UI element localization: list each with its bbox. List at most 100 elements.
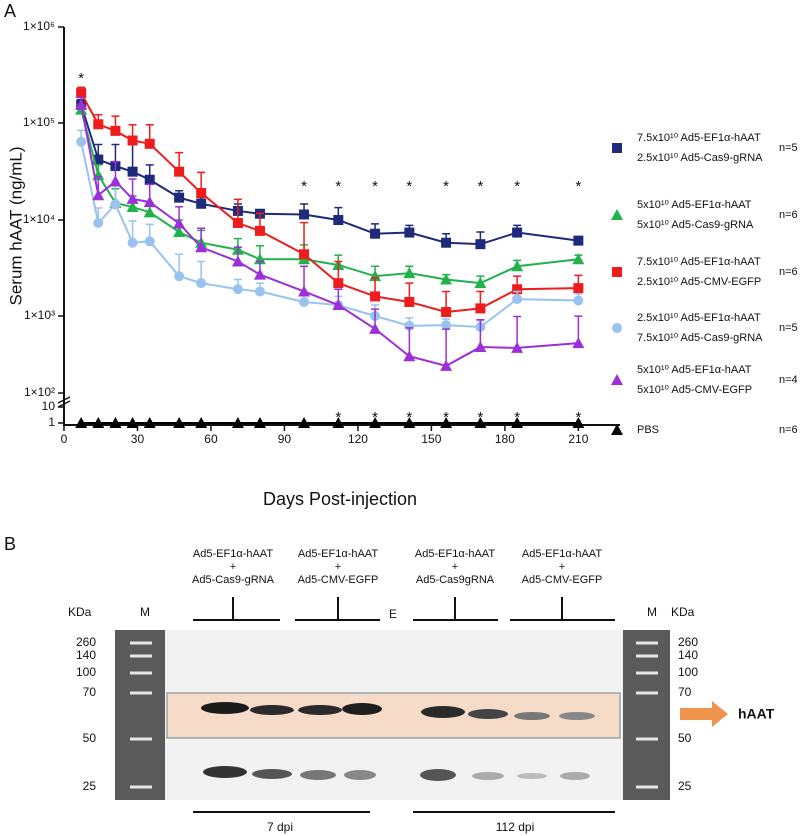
data-point — [298, 285, 311, 297]
group-label: Ad5-CMV-EGFP — [522, 574, 603, 586]
legend-n: n=5 — [779, 322, 798, 334]
data-point — [441, 307, 452, 318]
significance-mark: * — [78, 70, 84, 87]
significance-mark: * — [301, 178, 307, 195]
group-label: Ad5-Cas9gRNA — [416, 574, 495, 586]
legend-marker — [612, 267, 622, 277]
legend-n: n=6 — [779, 424, 798, 436]
x-axis-title: Days Post-injection — [263, 489, 417, 509]
group-label: Ad5-EF1α-hAAT — [522, 548, 602, 560]
kda-value: 100 — [76, 665, 96, 679]
data-point — [127, 166, 138, 177]
kda-value: 140 — [76, 648, 96, 662]
data-point — [143, 206, 156, 218]
series-line — [80, 109, 579, 285]
legend-marker — [611, 209, 623, 220]
legend-marker — [611, 374, 623, 385]
data-point — [332, 417, 345, 428]
data-point — [254, 286, 265, 297]
kda-value: 260 — [678, 635, 698, 649]
data-point — [298, 417, 311, 428]
timepoint-label: 112 dpi — [496, 820, 534, 834]
x-tick-label: 90 — [278, 432, 292, 446]
y-tick-label: 10 — [42, 399, 56, 413]
kda-label: KDa — [68, 605, 92, 619]
data-point — [404, 296, 415, 307]
legend-n: n=4 — [779, 374, 798, 386]
group-label: Ad5-EF1α-hAAT — [193, 548, 273, 560]
data-point — [93, 154, 104, 165]
significance-mark: * — [406, 178, 412, 195]
data-point — [109, 417, 122, 428]
data-point — [127, 135, 138, 146]
data-point — [75, 417, 88, 428]
data-point — [441, 320, 452, 331]
data-point — [75, 98, 88, 110]
data-point — [174, 166, 185, 177]
data-point — [196, 278, 207, 289]
data-point — [299, 209, 310, 220]
data-point — [511, 341, 524, 353]
data-point — [126, 417, 139, 428]
legend-marker — [611, 424, 623, 435]
data-point — [144, 174, 155, 185]
data-point — [370, 228, 381, 239]
data-point — [143, 417, 156, 428]
data-point — [512, 227, 523, 238]
data-point — [440, 359, 453, 371]
group-label: Ad5-EF1α-hAAT — [298, 548, 378, 560]
data-point — [572, 337, 585, 349]
significance-mark: * — [514, 178, 520, 195]
kda-label: KDa — [671, 605, 695, 619]
data-point — [173, 217, 186, 229]
data-point — [76, 136, 87, 147]
x-tick-label: 150 — [421, 432, 441, 446]
data-point — [474, 417, 487, 428]
group-label: + — [335, 561, 341, 573]
series-line — [80, 92, 579, 314]
significance-mark: * — [406, 409, 412, 426]
data-point — [512, 284, 523, 295]
data-point — [195, 241, 208, 253]
data-point — [127, 237, 138, 248]
data-point — [572, 253, 585, 265]
data-point — [93, 218, 104, 229]
y-tick-label: 1×10⁵ — [23, 115, 55, 129]
kda-value: 25 — [83, 779, 97, 793]
data-point — [404, 227, 415, 238]
data-point — [196, 187, 207, 198]
kda-value: 25 — [678, 779, 692, 793]
data-point — [173, 225, 186, 237]
legend-label: 2.5x10¹⁰ Ad5-EF1α-hAAT 7.5x10¹⁰ Ad5-Cas9-… — [637, 312, 763, 344]
data-point — [196, 198, 207, 209]
data-point — [173, 417, 186, 428]
y-tick-label: 1×10³ — [24, 308, 55, 322]
significance-mark: * — [575, 409, 581, 426]
data-point — [441, 237, 452, 248]
y-tick-label: 1 — [48, 415, 55, 429]
data-point — [92, 417, 105, 428]
data-point — [174, 271, 185, 282]
data-point — [573, 283, 584, 294]
data-point — [254, 225, 265, 236]
error-bar — [300, 221, 309, 255]
lane-label: E — [389, 607, 397, 621]
data-point — [369, 417, 382, 428]
data-point — [195, 417, 208, 428]
data-point — [299, 249, 310, 260]
significance-mark: * — [372, 178, 378, 195]
lane-label: M — [647, 605, 657, 619]
significance-mark: * — [372, 409, 378, 426]
significance-mark: * — [575, 178, 581, 195]
plot-area: 1 101×10² 1×10³ 1×10⁴ 1×10⁵ 1×10⁶ 0 30 60 90 120 15… — [23, 19, 589, 446]
y-tick-label: 1×10² — [24, 385, 55, 399]
data-point — [109, 175, 122, 187]
legend: 7.5x10¹⁰ Ad5-EF1α-hAAT 2.5x10¹⁰ Ad5-Cas9-… — [611, 132, 798, 436]
series-line — [80, 104, 579, 367]
axis-break — [57, 400, 71, 408]
data-point — [403, 350, 416, 362]
data-point — [403, 267, 416, 279]
x-tick-label: 210 — [568, 432, 588, 446]
group-label: Ad5-Cas9-gRNA — [192, 574, 275, 586]
legend-n: n=6 — [779, 266, 798, 278]
